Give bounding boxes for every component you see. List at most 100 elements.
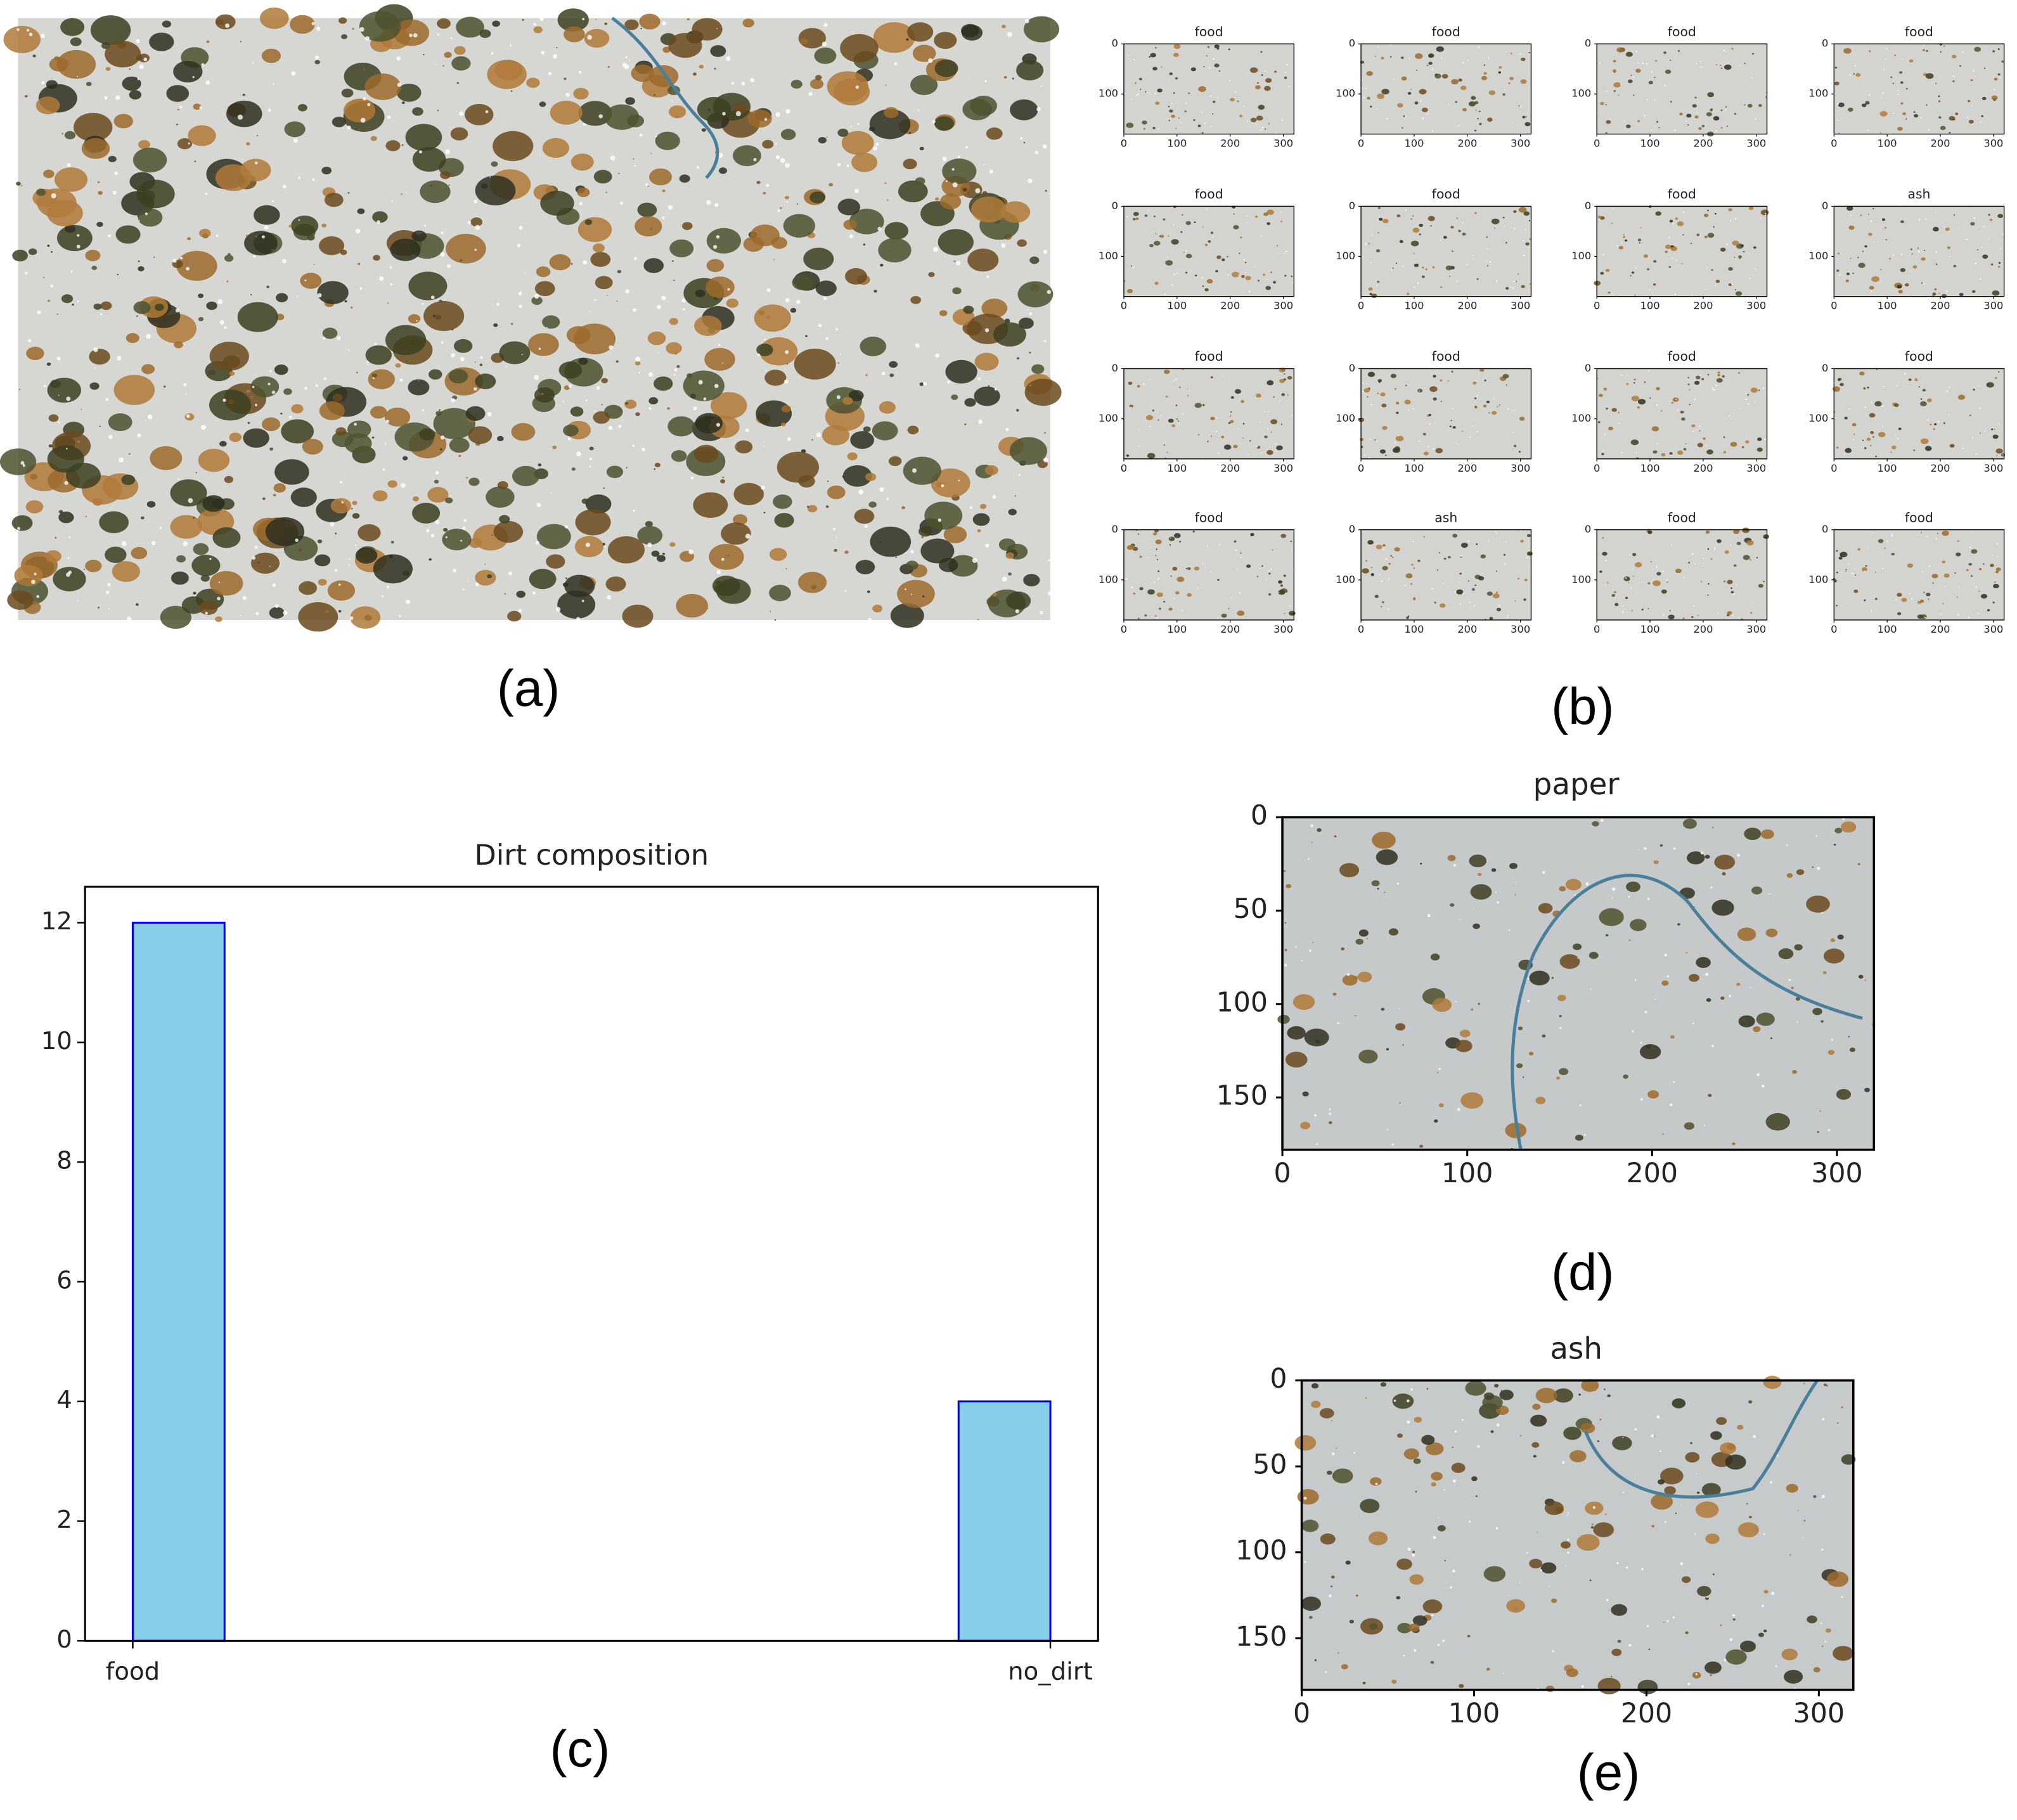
speck	[1428, 413, 1431, 416]
speck	[1396, 1558, 1412, 1570]
glint	[941, 484, 944, 487]
speck	[1845, 280, 1849, 283]
glint	[1771, 1591, 1775, 1596]
glint	[1622, 605, 1624, 607]
glint	[1438, 1517, 1440, 1519]
glint	[1972, 437, 1974, 439]
speck	[228, 399, 235, 404]
speck	[1519, 1435, 1522, 1437]
glint	[785, 163, 790, 168]
speck	[1280, 534, 1287, 538]
speck	[1421, 107, 1428, 112]
speck	[108, 413, 132, 432]
speck	[1757, 437, 1762, 441]
glint	[422, 409, 424, 411]
glint	[1999, 77, 2001, 79]
glint	[1131, 586, 1133, 588]
speck	[198, 294, 204, 299]
speck	[986, 127, 1003, 140]
glint	[28, 339, 32, 342]
glint	[1246, 222, 1248, 224]
glint	[521, 354, 523, 356]
speck	[1850, 257, 1852, 259]
speck	[1426, 65, 1429, 67]
speck	[1168, 418, 1174, 423]
axes-frame	[1596, 368, 1768, 460]
speck	[1137, 385, 1140, 388]
speck	[1791, 986, 1794, 990]
speck	[254, 205, 280, 225]
glint	[1685, 120, 1687, 122]
glint	[349, 616, 354, 621]
speck	[401, 101, 405, 105]
caption: (d)	[1551, 1243, 1614, 1301]
speck	[1680, 410, 1684, 414]
glint	[1642, 62, 1644, 65]
speck	[219, 441, 227, 447]
axes-frame	[1833, 205, 2005, 297]
glint	[1136, 94, 1138, 96]
speck	[1523, 598, 1526, 601]
glint	[440, 435, 445, 440]
glint	[136, 39, 140, 44]
speck	[45, 550, 61, 563]
speck	[1426, 1442, 1444, 1455]
glint	[1896, 385, 1898, 387]
speck	[1784, 1670, 1803, 1684]
glint	[1957, 614, 1959, 616]
x-tick-label: 100	[1167, 462, 1187, 474]
speck	[1419, 233, 1421, 236]
speck	[1185, 254, 1192, 259]
speck	[1228, 48, 1230, 51]
glint	[1466, 264, 1468, 266]
glint	[910, 593, 913, 595]
glint	[1606, 91, 1608, 93]
glint	[467, 221, 472, 224]
speck	[1825, 1628, 1831, 1633]
speck	[1505, 242, 1507, 244]
speck	[1417, 559, 1421, 562]
speck	[601, 404, 603, 406]
speck	[1138, 617, 1140, 619]
speck	[1382, 425, 1388, 430]
speck	[1379, 217, 1383, 221]
speck	[1988, 214, 1990, 216]
speck	[30, 474, 38, 480]
speck	[1155, 539, 1162, 545]
glint	[115, 95, 120, 100]
glint	[1412, 1553, 1415, 1557]
speck	[1525, 242, 1530, 246]
speck	[1491, 868, 1497, 872]
speck	[223, 373, 226, 375]
speck	[206, 40, 210, 43]
photo-background	[1597, 368, 1767, 459]
speck	[1597, 1440, 1599, 1442]
speck	[487, 574, 492, 579]
speck	[1287, 394, 1289, 396]
speck	[1342, 974, 1358, 986]
glint	[1408, 58, 1410, 59]
speck	[1605, 104, 1607, 106]
glint	[1363, 454, 1365, 456]
speck	[1697, 442, 1703, 448]
glint	[1927, 419, 1929, 422]
speck	[676, 365, 680, 368]
glint	[688, 549, 693, 555]
glint	[1882, 385, 1885, 388]
speck	[1518, 1026, 1523, 1031]
glint	[923, 382, 927, 386]
speck	[720, 479, 726, 484]
glint	[1228, 80, 1231, 82]
speck	[1437, 1525, 1446, 1532]
glint	[745, 533, 751, 539]
speck	[811, 439, 813, 441]
speck	[1734, 288, 1736, 291]
glint	[1227, 274, 1229, 276]
glint	[446, 264, 451, 268]
glint	[1713, 547, 1715, 548]
speck	[1726, 125, 1729, 127]
speck	[616, 300, 618, 302]
speck	[60, 18, 85, 36]
speck	[1149, 243, 1154, 248]
y-tick-label: 0	[1822, 362, 1828, 374]
